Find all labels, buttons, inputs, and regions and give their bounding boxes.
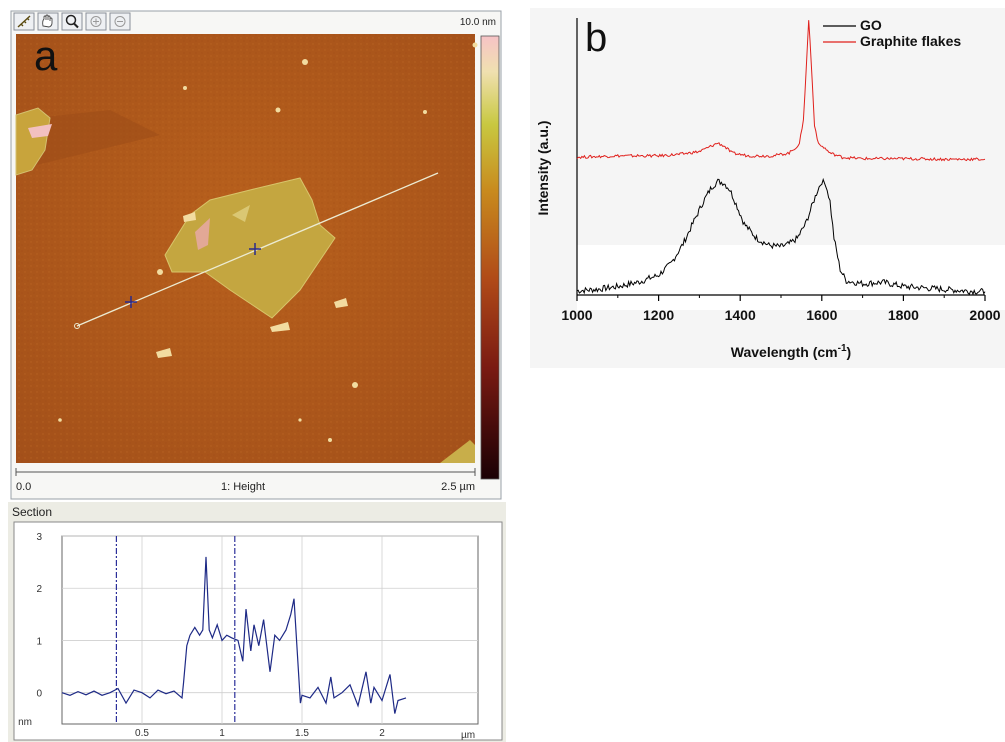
section-profile-plot: 0.5 1 1.5 2 0 1 2 3 nm µm — [18, 532, 479, 741]
hand-icon — [42, 14, 53, 28]
scale-bar — [15, 468, 476, 476]
section-cursor-1[interactable] — [125, 296, 137, 308]
section-line-start-handle[interactable] — [74, 323, 80, 329]
raman-x-tick-label: 1000 — [561, 307, 592, 323]
section-y-tick-label: 1 — [36, 636, 42, 647]
scale-right-label: 2.5 µm — [441, 481, 475, 493]
raman-plot-area — [577, 245, 1005, 310]
section-title: Section — [12, 505, 52, 519]
graphene-flake — [164, 177, 336, 319]
raman-x-tick-label: 1800 — [888, 307, 919, 323]
raman-y-axis-label: Intensity (a.u.) — [535, 121, 551, 216]
raman-x-tick-label: 2000 — [969, 307, 1000, 323]
afm-height-image[interactable]: a — [15, 32, 478, 463]
panel-b-raman: 1000 1200 1400 1600 1800 2000 Wavelength (cm-1… — [530, 8, 1005, 368]
raman-x-tick-label: 1400 — [725, 307, 756, 323]
raman-series-graphite-flakes — [576, 20, 986, 162]
raman-series-go — [576, 177, 986, 296]
afm-toolbar — [13, 12, 131, 31]
raman-x-axis-label: Wavelength (cm-1) — [731, 343, 851, 360]
raman-x-tick-label: 1600 — [806, 307, 837, 323]
panel-b-label: b — [585, 16, 607, 60]
raman-upper-bg — [530, 8, 1005, 245]
scale-left-label: 0.0 — [16, 481, 31, 493]
section-axes — [61, 535, 479, 725]
section-y-tick-label: 0 — [36, 689, 42, 700]
section-x-tick-label: 1.5 — [295, 728, 309, 739]
scale-center-label: 1: Height — [221, 481, 265, 493]
section-profile-line — [61, 556, 407, 714]
raman-legend-label: GO — [860, 17, 882, 33]
magnifier-icon — [65, 14, 79, 29]
colorbar-max-label: 10.0 nm — [460, 17, 496, 28]
raman-spectra-plot: 1000 1200 1400 1600 1800 2000 Wavelength (cm-1… — [535, 16, 1001, 360]
section-cursor-2[interactable] — [249, 243, 261, 255]
panel-a-afm: 1 0.0 nm — [8, 10, 506, 742]
panel-a-label: a — [34, 32, 58, 79]
raman-legend-label: Graphite flakes — [860, 33, 961, 49]
height-colorbar — [480, 35, 500, 480]
raman-x-tick-label: 1200 — [643, 307, 674, 323]
section-x-tick-label: 2 — [379, 728, 385, 739]
section-x-tick-label: 1 — [219, 728, 225, 739]
section-y-axis-label: nm — [18, 717, 32, 728]
section-y-tick-label: 3 — [36, 532, 42, 543]
zoom-in-icon — [90, 16, 102, 27]
section-x-tick-label: 0.5 — [135, 728, 149, 739]
section-x-axis-label: µm — [461, 730, 475, 741]
zoom-out-icon — [114, 16, 126, 27]
ruler-icon — [17, 15, 31, 28]
section-y-tick-label: 2 — [36, 584, 42, 595]
